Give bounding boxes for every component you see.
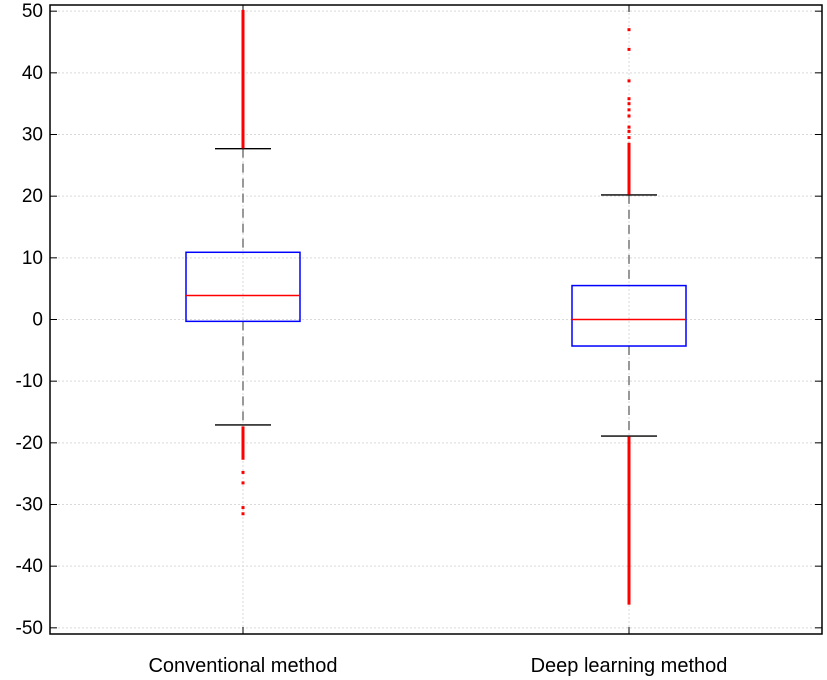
outlier-point <box>241 470 245 474</box>
y-tick-label: -10 <box>16 371 43 392</box>
grid-lines <box>50 5 822 634</box>
plot-frame <box>49 4 823 635</box>
y-tick-label: 0 <box>32 310 43 331</box>
outlier-point <box>241 426 245 430</box>
y-axis-ticks: 50 40 30 20 10 0 -10 -20 -30 -40 -50 <box>16 1 822 639</box>
iqr-box <box>185 251 301 323</box>
y-tick-label: 40 <box>22 63 43 84</box>
outlier-point <box>627 125 631 129</box>
outlier-point <box>241 512 245 516</box>
outlier-point <box>627 108 631 112</box>
outlier-point <box>627 436 631 440</box>
outlier-point <box>627 142 631 146</box>
outlier-point <box>627 136 631 140</box>
x-axis-labels: Conventional method Deep learning method <box>148 655 727 677</box>
y-tick-label: -40 <box>16 556 43 577</box>
y-tick-label: 20 <box>22 186 43 207</box>
y-tick-label: -30 <box>16 495 43 516</box>
outlier-point <box>241 506 245 510</box>
y-tick-label: 10 <box>22 248 43 269</box>
outlier-point <box>627 114 631 118</box>
outlier-point <box>627 47 631 51</box>
x-category-label: Deep learning method <box>531 655 728 677</box>
outliers <box>627 28 631 605</box>
outlier-point <box>241 9 245 13</box>
outlier-point <box>627 129 631 133</box>
y-tick-label: -50 <box>16 618 43 639</box>
outlier-point <box>627 102 631 106</box>
outliers <box>241 9 245 516</box>
box-group <box>185 9 301 516</box>
iqr-box <box>571 284 687 347</box>
outlier-point <box>627 79 631 83</box>
outlier-point <box>627 97 631 101</box>
y-tick-label: -20 <box>16 433 43 454</box>
boxes <box>185 9 687 605</box>
outlier-point <box>627 28 631 32</box>
box-group <box>571 28 687 605</box>
y-tick-label: 30 <box>22 125 43 146</box>
x-category-label: Conventional method <box>148 655 337 677</box>
outlier-point <box>241 481 245 485</box>
y-tick-label: 50 <box>22 1 43 22</box>
